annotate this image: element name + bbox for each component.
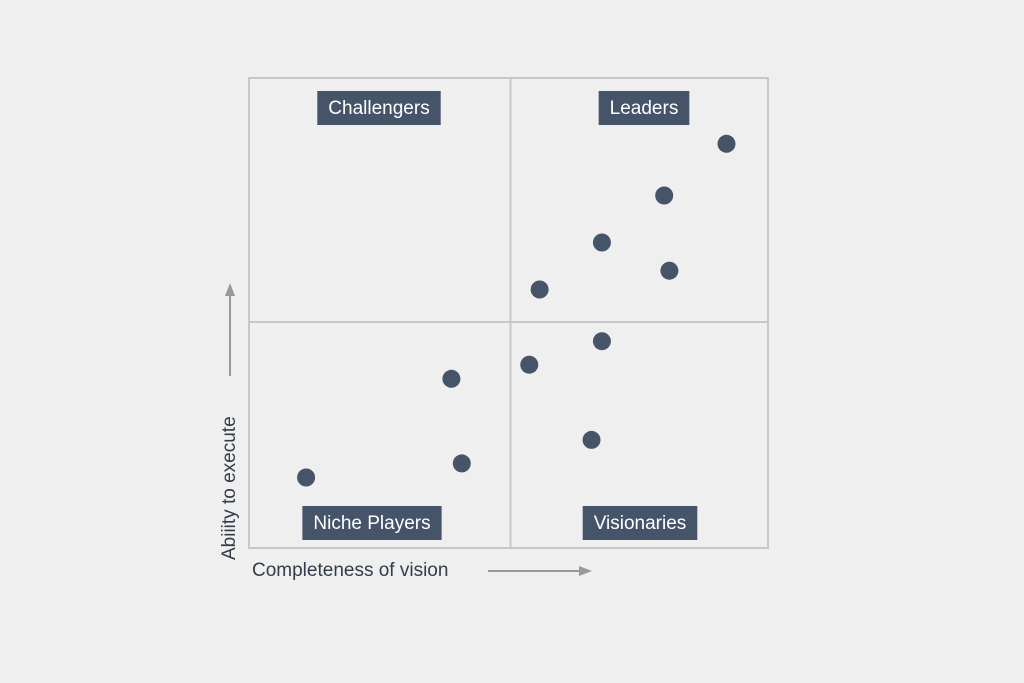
data-point: [530, 280, 549, 299]
data-point: [592, 233, 611, 252]
data-point: [592, 332, 611, 351]
data-point: [582, 430, 601, 449]
y-axis-arrowhead: [225, 283, 235, 296]
quadrant-label: Niche Players: [313, 513, 430, 534]
data-point: [655, 186, 674, 205]
quadrant-label-box: [598, 91, 690, 125]
quadrant-label-box: [317, 91, 441, 125]
x-axis-label: Completeness of vision: [252, 560, 448, 581]
data-point: [660, 261, 679, 280]
quadrant-label: Challengers: [328, 98, 429, 119]
quadrant-label-box: [302, 506, 442, 540]
quadrant-label: Leaders: [610, 98, 679, 119]
data-point: [452, 454, 471, 473]
data-point: [297, 468, 316, 487]
data-point: [717, 134, 736, 153]
data-point: [520, 355, 539, 374]
data-point: [442, 369, 461, 388]
x-axis-arrowhead: [579, 566, 592, 576]
y-axis-label: Abiiity to execute: [219, 416, 240, 560]
plot-frame: [248, 77, 769, 549]
quadrant-label: Visionaries: [594, 513, 687, 534]
quadrant-label-box: [582, 506, 698, 540]
